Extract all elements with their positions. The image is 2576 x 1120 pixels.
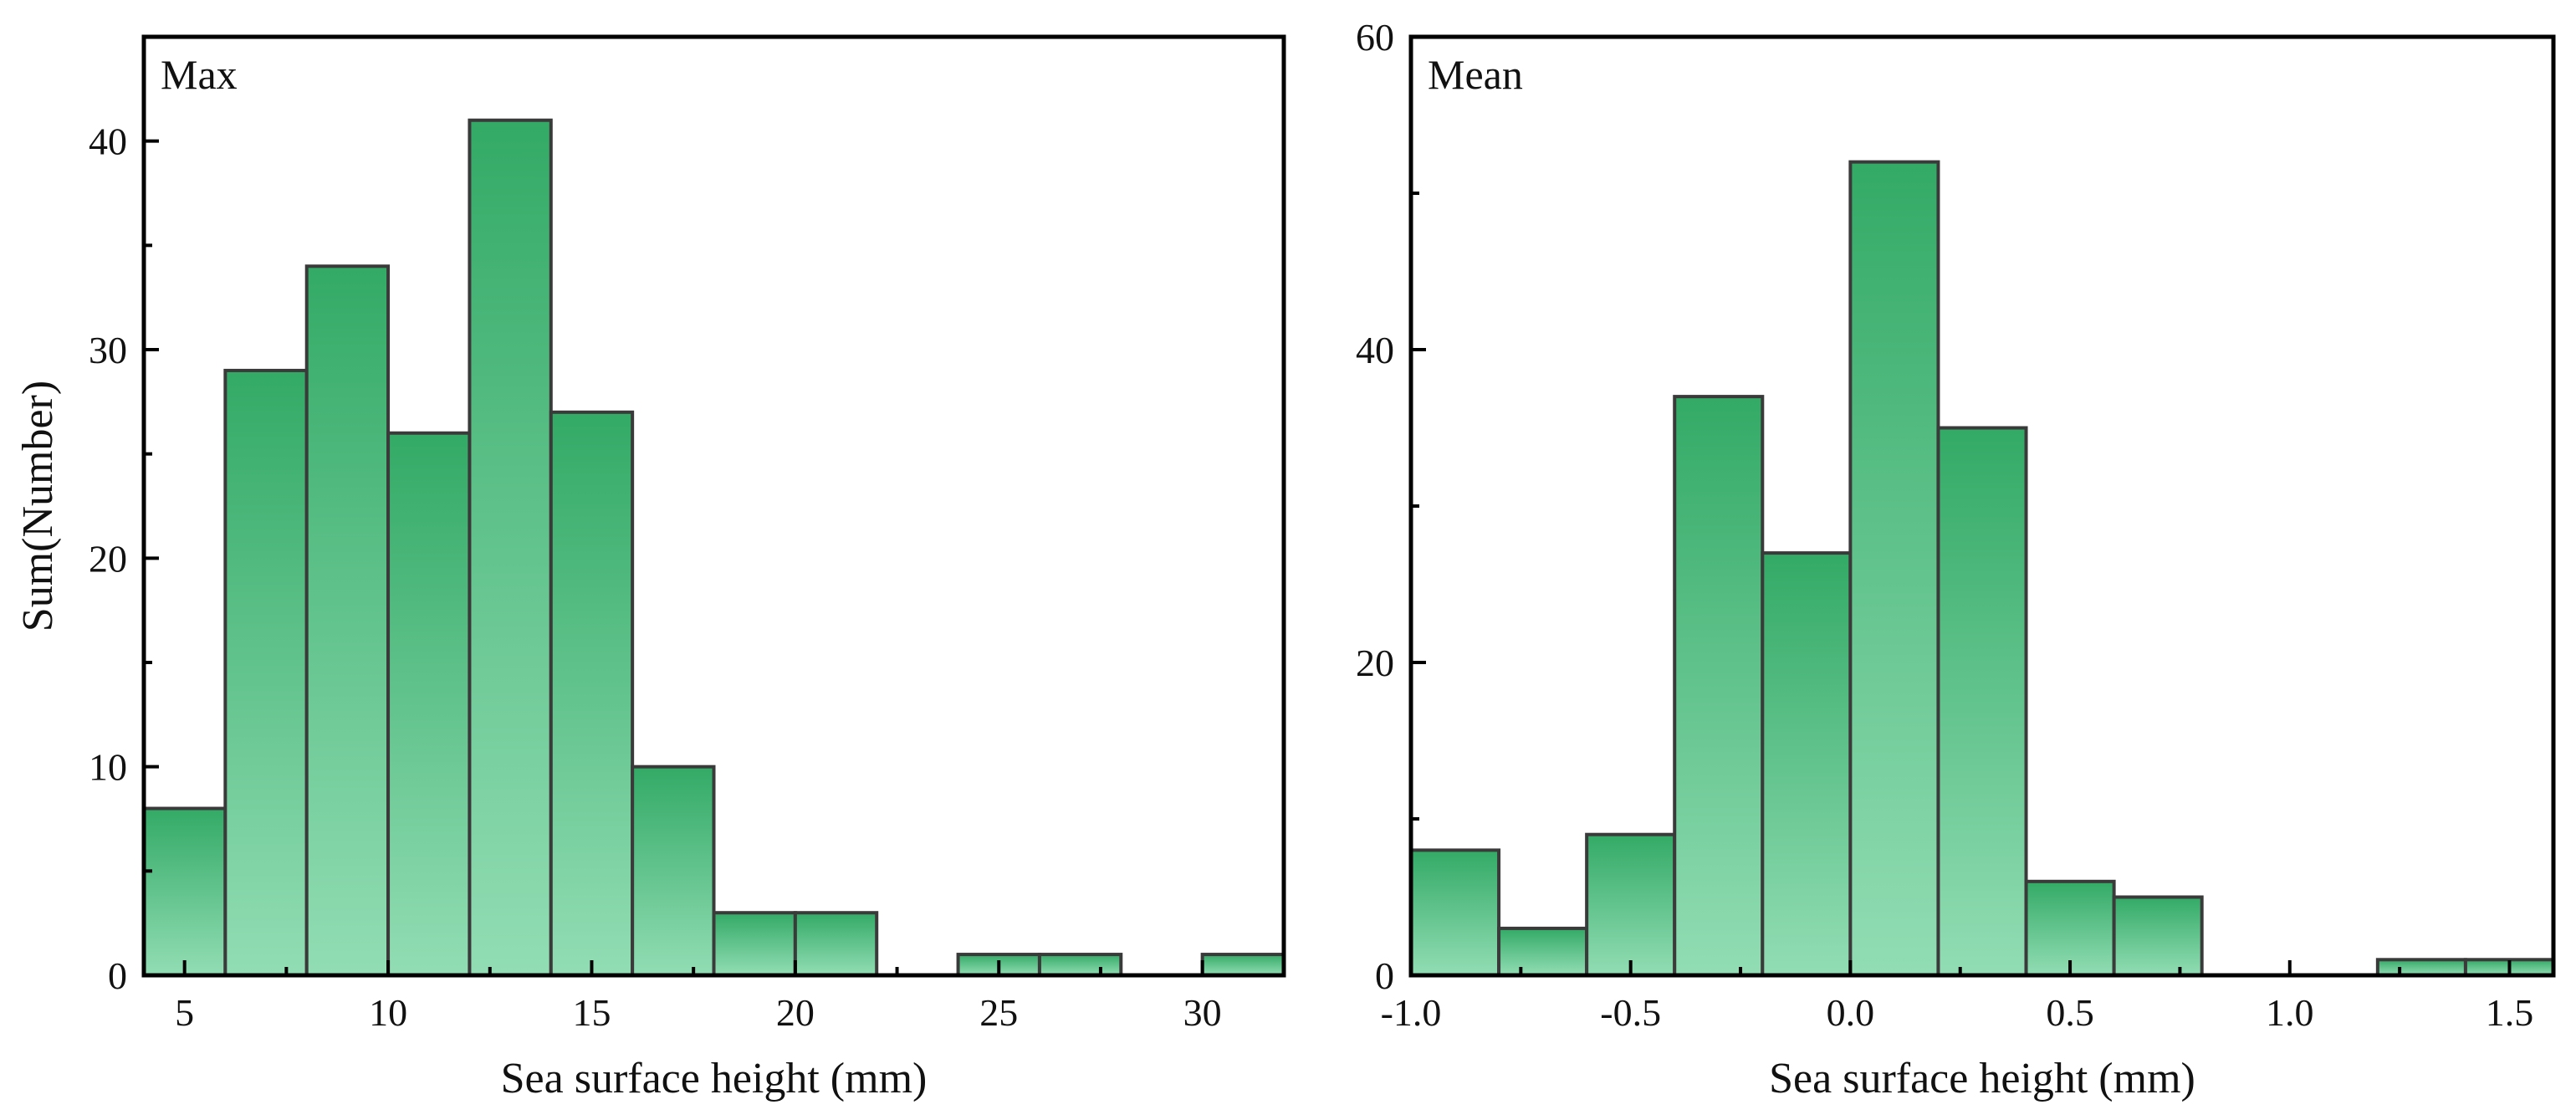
histogram-bar	[549, 410, 635, 977]
histogram-bar	[142, 806, 227, 977]
histogram-bar	[1200, 953, 1285, 977]
x-tick-label: 30	[1183, 991, 1222, 1034]
x-axis-title: Sea surface height (mm)	[1769, 1055, 2195, 1102]
y-tick-label: 30	[89, 329, 127, 371]
histogram-bar	[468, 118, 553, 977]
histogram-bar	[1585, 832, 1677, 978]
histogram-bar	[386, 431, 472, 977]
histogram-bar	[304, 264, 391, 977]
y-tick-label: 40	[89, 120, 127, 163]
y-tick-label: 20	[1356, 642, 1394, 684]
x-tick-label: 1.5	[2486, 991, 2534, 1034]
x-axis-title: Sea surface height (mm)	[501, 1055, 928, 1102]
x-tick-label: 0.5	[2046, 991, 2094, 1034]
mean-histogram-panel: -1.0 -0.5 0.0 0.5 1.0 1.5 0 20 40 60 Mean Sea surfa…	[1356, 16, 2556, 1102]
y-tick-label: 60	[1356, 16, 1394, 59]
y-tick-label: 0	[108, 954, 127, 997]
histogram-bar	[1936, 426, 2028, 977]
y-tick-label: 20	[89, 537, 127, 580]
x-tick-label: 5	[175, 991, 194, 1034]
histogram-bar	[1848, 160, 1940, 978]
histogram-bar	[1761, 551, 1853, 977]
histogram-bar	[631, 765, 716, 978]
histogram-bar	[1497, 926, 1589, 978]
x-tick-label: 1.0	[2266, 991, 2314, 1034]
panel-label: Mean	[1428, 51, 1523, 98]
histogram-bar	[2375, 958, 2467, 978]
x-tick-label: -0.5	[1600, 991, 1661, 1034]
max-histogram-panel: 5 10 15 20 25 30 0 10 20 30 40 Max Sea surface heigh…	[14, 34, 1286, 1102]
x-tick-label: 15	[572, 991, 611, 1034]
x-tick-label: 0.0	[1827, 991, 1875, 1034]
histogram-bar	[712, 911, 797, 977]
y-tick-label: 40	[1356, 329, 1394, 371]
plot-frame	[141, 34, 1286, 978]
histogram-bar	[1037, 953, 1123, 977]
x-tick-label: -1.0	[1381, 991, 1442, 1034]
histogram-bar	[1673, 395, 1765, 978]
histogram-bar	[1409, 848, 1501, 978]
histogram-bar	[793, 911, 879, 977]
y-axis-title: Sum(Number)	[14, 381, 62, 632]
histogram-bar	[223, 368, 309, 977]
x-tick-label: 25	[979, 991, 1018, 1034]
histogram-bar	[2112, 895, 2204, 977]
y-tick-label: 0	[1375, 954, 1394, 997]
y-tick-label: 10	[89, 746, 127, 789]
panel-label: Max	[161, 51, 238, 98]
x-tick-label: 10	[369, 991, 407, 1034]
x-tick-label: 20	[776, 991, 815, 1034]
